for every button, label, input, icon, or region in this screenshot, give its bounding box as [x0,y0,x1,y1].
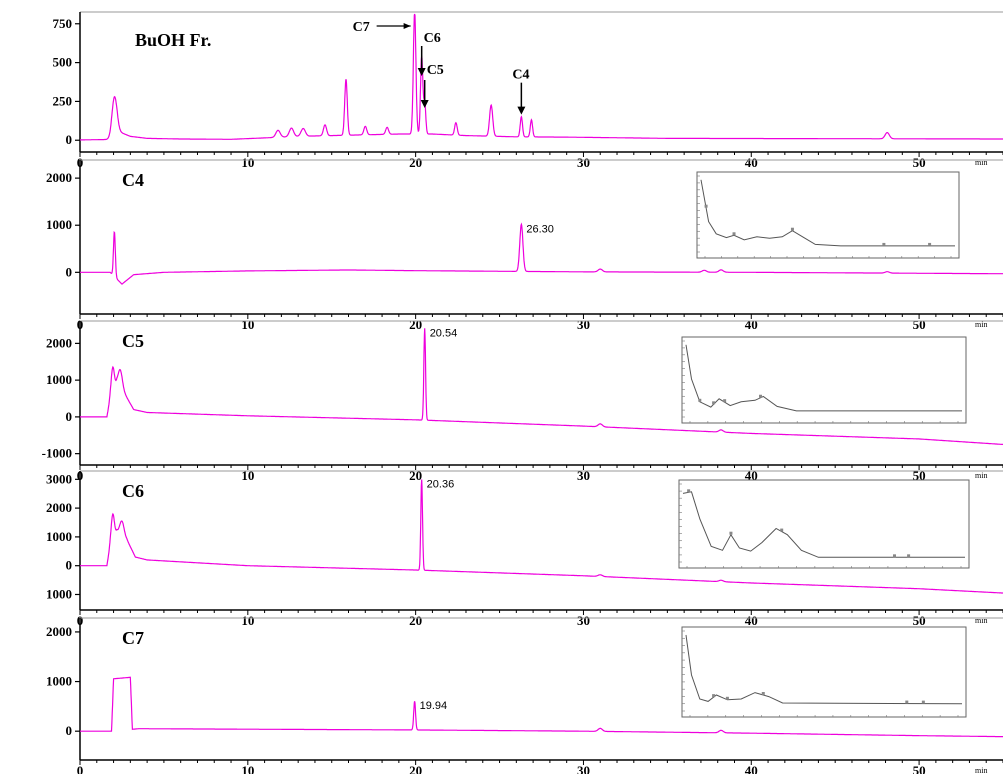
x-tick-label: 30 [577,317,590,332]
inset-marker [723,399,727,403]
x-tick-label: 30 [577,763,590,774]
annotation-arrowhead [403,23,411,29]
chromatogram-trace [80,676,1003,738]
inset-marker [882,242,886,246]
y-tick-label: 1000 [46,674,72,689]
y-tick-label: 500 [53,55,73,70]
peak-label: 20.54 [430,327,458,339]
x-tick-label: 20 [409,317,422,332]
peak-label: 19.94 [420,700,448,712]
peak-label: 20.36 [427,479,455,491]
inset-marker [712,401,716,405]
x-unit-label: min [975,320,987,329]
peak-label: 26.30 [526,223,554,235]
panel-title: BuOH Fr. [135,30,211,50]
inset-marker [732,232,736,236]
panel-title: C5 [122,331,144,351]
y-tick-label: 0 [66,558,73,573]
inset-marker [687,489,691,493]
inset-frame [681,336,967,424]
y-tick-label: -1000 [42,446,72,461]
chromatogram-trace [80,222,1003,285]
annotation-label: C7 [353,20,370,35]
inset-spectrum [685,344,962,412]
x-tick-label: 40 [745,468,758,483]
x-unit-label: min [975,158,987,167]
x-tick-label: 20 [409,155,422,170]
x-unit-label: min [975,471,987,480]
y-tick-label: 0 [66,723,73,738]
x-tick-label: 10 [241,155,254,170]
inset-spectrum [682,491,965,558]
inset-marker [928,242,932,246]
y-tick-label: 2000 [46,624,72,639]
inset-marker [790,227,794,231]
inset-marker [725,696,729,700]
y-tick-label: 250 [53,93,73,108]
y-tick-label: 750 [53,16,73,31]
annotation-label: C5 [427,63,444,78]
x-tick-label: 10 [241,468,254,483]
annotation-arrowhead [420,100,429,108]
y-tick-label: 1000 [46,529,72,544]
x-tick-label: 20 [409,468,422,483]
panel-title: C4 [122,170,144,190]
inset-frame [696,171,960,259]
panel-title: C6 [122,481,144,501]
x-tick-label: 20 [409,613,422,628]
x-tick-label: 10 [241,317,254,332]
inset-marker [712,694,716,698]
x-tick-label: 30 [577,155,590,170]
x-tick-label: 50 [913,613,926,628]
y-tick-label: 2000 [46,335,72,350]
x-tick-label: 40 [745,317,758,332]
panel-title: C7 [122,628,144,648]
x-tick-label: 40 [745,155,758,170]
x-tick-label: 20 [409,763,422,774]
x-tick-label: 50 [913,155,926,170]
chromatogram-trace [80,13,1003,141]
inset-spectrum [700,179,955,247]
annotation-label: C6 [424,31,441,46]
y-tick-label: 2000 [46,500,72,515]
y-tick-label: 0 [66,264,73,279]
inset-marker [780,528,784,532]
x-tick-label: 30 [577,468,590,483]
x-tick-label: 50 [913,763,926,774]
y-tick-label: 1000 [46,217,72,232]
inset-marker [759,394,763,398]
chromatogram-trace [80,328,1003,446]
x-unit-label: min [975,766,987,774]
y-tick-label: 0 [66,132,73,147]
inset-marker [905,700,909,704]
inset-marker [729,531,733,535]
inset-marker [893,554,896,558]
x-tick-label: 40 [745,763,758,774]
inset-marker [704,204,708,208]
chromatogram-trace [80,479,1003,594]
inset-marker [907,554,911,558]
x-tick-label: 50 [913,468,926,483]
y-tick-label: 2000 [46,170,72,185]
annotation-arrowhead [417,68,426,76]
y-tick-label: 3000 [46,471,72,486]
annotation-label: C4 [512,68,529,83]
inset-marker [761,692,765,695]
x-tick-label: 0 [77,763,84,774]
x-tick-label: 40 [745,613,758,628]
x-tick-label: 10 [241,613,254,628]
y-tick-label: 1000 [46,586,72,601]
x-tick-label: 10 [241,763,254,774]
y-tick-label: 1000 [46,372,72,387]
x-tick-label: 30 [577,613,590,628]
y-tick-label: 0 [66,409,73,424]
inset-frame [678,479,970,569]
inset-marker [921,700,925,704]
annotation-arrowhead [517,106,526,115]
x-tick-label: 50 [913,317,926,332]
x-unit-label: min [975,616,987,625]
inset-frame [681,626,967,718]
inset-marker [698,398,702,402]
